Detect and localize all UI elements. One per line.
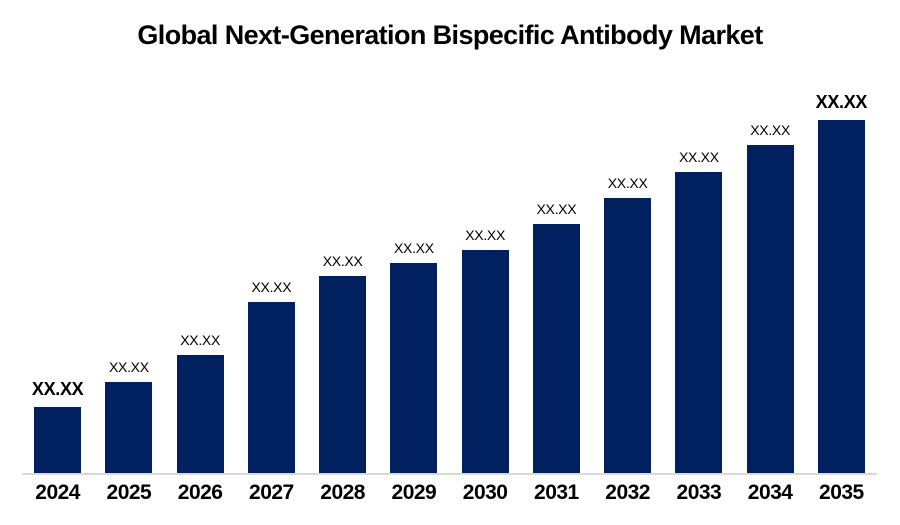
bar-group-2030: XX.XX bbox=[450, 83, 521, 473]
bar-group-2035: XX.XX bbox=[806, 83, 877, 473]
bar bbox=[532, 224, 580, 473]
bar-value-label: XX.XX bbox=[109, 359, 149, 375]
x-tick-label: 2030 bbox=[462, 481, 508, 504]
x-tick-label: 2028 bbox=[320, 481, 365, 504]
bar-value-label: XX.XX bbox=[536, 201, 577, 217]
bar-group-2026: XX.XX bbox=[165, 83, 236, 473]
bar bbox=[247, 302, 295, 473]
x-tick-label: 2035 bbox=[819, 481, 864, 504]
bar-group-2033: XX.XX bbox=[663, 83, 734, 473]
x-tick-label: 2025 bbox=[106, 481, 152, 504]
bar-value-label: XX.XX bbox=[607, 175, 648, 191]
bar-value-label: XX.XX bbox=[180, 332, 220, 348]
x-tick-label: 2026 bbox=[177, 481, 223, 504]
x-tick-label: 2032 bbox=[605, 481, 650, 504]
bar-group-2024: XX.XX bbox=[22, 83, 93, 473]
bar-value-label: XX.XX bbox=[394, 240, 434, 256]
bar-value-label: XX.XX bbox=[679, 149, 719, 165]
x-tick-label: 2033 bbox=[676, 481, 722, 504]
x-tick-label: 2031 bbox=[534, 481, 579, 504]
bar-value-label: XX.XX bbox=[31, 379, 84, 399]
bar-value-label: XX.XX bbox=[815, 92, 868, 112]
bar bbox=[176, 355, 224, 473]
x-tick-label: 2029 bbox=[391, 481, 437, 504]
bar-group-2029: XX.XX bbox=[378, 83, 449, 473]
bar bbox=[604, 198, 652, 473]
bar-group-2025: XX.XX bbox=[93, 83, 164, 473]
bar bbox=[817, 120, 865, 473]
bar-group-2027: XX.XX bbox=[236, 83, 307, 473]
bar-value-label: XX.XX bbox=[322, 253, 363, 269]
x-tick-label: 2027 bbox=[249, 481, 294, 504]
bar-group-2032: XX.XX bbox=[592, 83, 663, 473]
bar bbox=[105, 382, 153, 473]
bar bbox=[34, 407, 82, 473]
bar-value-label: XX.XX bbox=[251, 279, 292, 295]
bar bbox=[675, 172, 723, 473]
bar-value-label: XX.XX bbox=[465, 227, 505, 243]
bar bbox=[390, 263, 438, 473]
bar bbox=[461, 250, 509, 473]
x-tick-label: 2034 bbox=[747, 481, 793, 504]
bar-group-2034: XX.XX bbox=[735, 83, 806, 473]
bar-group-2028: XX.XX bbox=[307, 83, 378, 473]
x-axis: 2024 2025 2026 2027 2028 2029 2030 2031 2032 2033… bbox=[22, 481, 877, 505]
bar bbox=[746, 145, 794, 473]
plot-area: XX.XX XX.XX XX.XX XX.XX XX.XX XX.XX XX.XX XX.XX… bbox=[22, 83, 877, 475]
x-tick-label: 2024 bbox=[35, 481, 80, 504]
bar-group-2031: XX.XX bbox=[521, 83, 592, 473]
bar-value-label: XX.XX bbox=[750, 122, 790, 138]
chart-title: Global Next-Generation Bispecific Antibo… bbox=[137, 20, 763, 50]
bar bbox=[319, 276, 367, 473]
